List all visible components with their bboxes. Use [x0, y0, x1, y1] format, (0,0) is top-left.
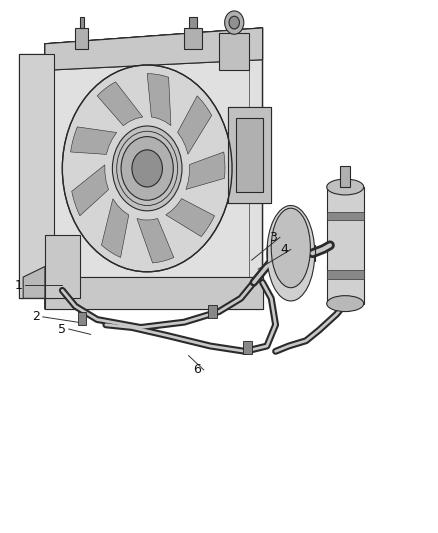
Polygon shape — [219, 33, 250, 70]
Circle shape — [62, 65, 232, 272]
Polygon shape — [45, 28, 262, 309]
Polygon shape — [188, 17, 197, 28]
Polygon shape — [97, 82, 143, 126]
Ellipse shape — [327, 179, 364, 195]
Ellipse shape — [271, 208, 311, 288]
Circle shape — [229, 16, 240, 29]
Polygon shape — [166, 199, 215, 237]
Polygon shape — [137, 219, 174, 263]
Polygon shape — [45, 277, 262, 309]
Polygon shape — [147, 74, 171, 126]
Ellipse shape — [267, 206, 315, 301]
Polygon shape — [75, 28, 88, 49]
Polygon shape — [102, 199, 129, 257]
Polygon shape — [186, 152, 225, 189]
Polygon shape — [327, 270, 364, 279]
Text: 2: 2 — [32, 310, 40, 324]
Text: 1: 1 — [15, 279, 23, 292]
Polygon shape — [327, 212, 364, 220]
Polygon shape — [19, 54, 53, 298]
Polygon shape — [71, 127, 117, 155]
Polygon shape — [72, 165, 109, 216]
Circle shape — [121, 136, 173, 200]
Polygon shape — [340, 166, 350, 187]
Text: 5: 5 — [58, 322, 66, 336]
Text: 4: 4 — [280, 243, 288, 256]
Polygon shape — [228, 108, 271, 203]
Polygon shape — [19, 54, 45, 298]
Polygon shape — [208, 305, 217, 318]
Text: 6: 6 — [193, 364, 201, 376]
Polygon shape — [80, 17, 84, 28]
Ellipse shape — [327, 296, 364, 312]
Polygon shape — [327, 187, 364, 304]
Polygon shape — [184, 28, 201, 49]
Polygon shape — [237, 118, 262, 192]
Polygon shape — [78, 312, 86, 325]
Polygon shape — [243, 341, 252, 354]
Circle shape — [225, 11, 244, 34]
Polygon shape — [23, 266, 45, 298]
Text: 3: 3 — [269, 231, 277, 244]
Polygon shape — [45, 235, 80, 298]
Circle shape — [132, 150, 162, 187]
Polygon shape — [177, 96, 212, 154]
Polygon shape — [45, 28, 262, 70]
Circle shape — [113, 126, 182, 211]
